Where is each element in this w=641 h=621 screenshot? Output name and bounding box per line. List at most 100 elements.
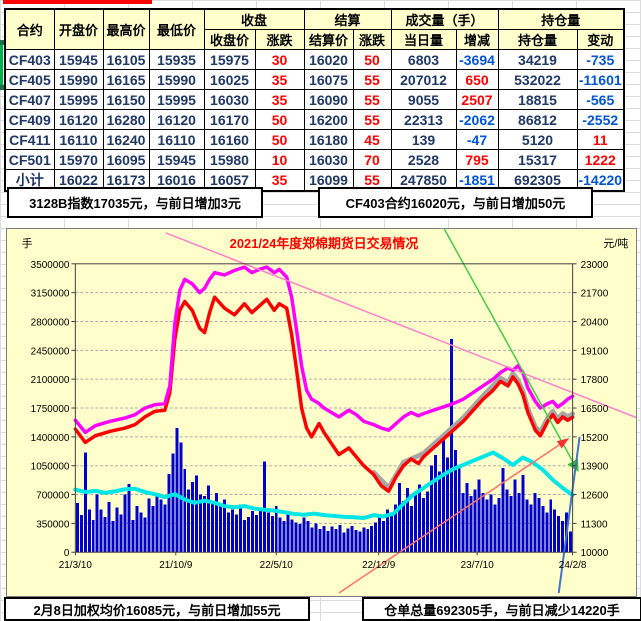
table-cell[interactable]: 650: [455, 69, 499, 90]
table-cell[interactable]: 2528: [390, 149, 457, 170]
table-cell[interactable]: 小计: [4, 169, 55, 192]
callout-index-price[interactable]: 3128B指数17035元，与前日增加3元: [7, 187, 263, 218]
table-cell[interactable]: 15975: [203, 49, 256, 70]
table-cell[interactable]: -14220: [576, 169, 625, 192]
callout-cf403-price[interactable]: CF403合约16020元，与前日增加50元: [318, 187, 593, 218]
table-cell[interactable]: 16160: [203, 129, 256, 150]
col-header-low[interactable]: 最低价: [148, 8, 205, 50]
table-cell[interactable]: 15990: [148, 69, 205, 90]
table-cell[interactable]: 35: [254, 89, 305, 110]
table-cell[interactable]: 16280: [102, 109, 150, 130]
table-cell[interactable]: 55: [352, 89, 392, 110]
col-header-close-chg[interactable]: 涨跌: [254, 29, 305, 50]
svg-text:0: 0: [64, 548, 70, 559]
table-cell[interactable]: 16105: [102, 49, 150, 70]
table-cell[interactable]: 15945: [148, 149, 205, 170]
table-cell[interactable]: 6803: [390, 49, 457, 70]
col-header-high[interactable]: 最高价: [102, 8, 150, 50]
table-cell[interactable]: 15990: [53, 69, 104, 90]
table-cell[interactable]: 50: [352, 49, 392, 70]
table-cell[interactable]: 15935: [148, 49, 205, 70]
table-cell[interactable]: 16110: [148, 129, 205, 150]
table-cell[interactable]: 16030: [303, 149, 354, 170]
table-cell[interactable]: 15980: [203, 149, 256, 170]
table-cell[interactable]: 50: [254, 109, 305, 130]
table-cell[interactable]: CF407: [4, 89, 55, 110]
table-cell[interactable]: 5120: [497, 129, 578, 150]
table-cell[interactable]: 35: [254, 69, 305, 90]
table-cell[interactable]: 16095: [102, 149, 150, 170]
table-cell[interactable]: 16099: [303, 169, 354, 192]
table-cell[interactable]: 16090: [303, 89, 354, 110]
table-cell[interactable]: 16240: [102, 129, 150, 150]
table-cell[interactable]: 15945: [53, 49, 104, 70]
table-cell[interactable]: 16110: [53, 129, 104, 150]
table-cell[interactable]: CF409: [4, 109, 55, 130]
table-cell[interactable]: 16173: [102, 169, 150, 192]
table-cell[interactable]: 16200: [303, 109, 354, 130]
group-header-close[interactable]: 收盘: [203, 8, 305, 30]
callout-warehouse-receipts[interactable]: 仓单总量692305手，与前日减少14220手: [362, 597, 641, 621]
table-cell[interactable]: CF405: [4, 69, 55, 90]
table-cell[interactable]: 22313: [390, 109, 457, 130]
col-header-day-volume[interactable]: 当日量: [390, 29, 457, 50]
table-cell[interactable]: CF501: [4, 149, 55, 170]
table-cell[interactable]: 18815: [497, 89, 578, 110]
table-cell[interactable]: -2062: [455, 109, 499, 130]
table-cell[interactable]: CF403: [4, 49, 55, 70]
table-cell[interactable]: 795: [455, 149, 499, 170]
table-cell[interactable]: 16150: [102, 89, 150, 110]
col-header-vol-chg[interactable]: 增减: [455, 29, 499, 50]
col-header-close-price[interactable]: 收盘价: [203, 29, 256, 50]
table-cell[interactable]: 45: [352, 129, 392, 150]
table-cell[interactable]: 1222: [576, 149, 625, 170]
table-cell[interactable]: -3694: [455, 49, 499, 70]
table-cell[interactable]: -11601: [576, 69, 625, 90]
table-cell[interactable]: 16180: [303, 129, 354, 150]
table-cell[interactable]: -565: [576, 89, 625, 110]
table-cell[interactable]: 16120: [148, 109, 205, 130]
table-cell[interactable]: 16016: [148, 169, 205, 192]
table-cell[interactable]: 34219: [497, 49, 578, 70]
table-cell[interactable]: 15317: [497, 149, 578, 170]
group-header-oi[interactable]: 持仓量: [497, 8, 625, 30]
table-cell[interactable]: 55: [352, 69, 392, 90]
table-cell[interactable]: 16120: [53, 109, 104, 130]
group-header-volume[interactable]: 成交量（手）: [390, 8, 499, 30]
table-cell[interactable]: 15970: [53, 149, 104, 170]
table-cell[interactable]: 86812: [497, 109, 578, 130]
group-header-settle[interactable]: 结算: [303, 8, 392, 30]
col-header-open[interactable]: 开盘价: [53, 8, 104, 50]
table-cell[interactable]: 15995: [148, 89, 205, 110]
table-cell[interactable]: 16020: [303, 49, 354, 70]
table-cell[interactable]: 55: [352, 109, 392, 130]
col-header-settle-chg[interactable]: 涨跌: [352, 29, 392, 50]
table-cell[interactable]: 70: [352, 149, 392, 170]
table-cell[interactable]: CF411: [4, 129, 55, 150]
table-cell[interactable]: 139: [390, 129, 457, 150]
table-cell[interactable]: 16030: [203, 89, 256, 110]
col-header-settle-price[interactable]: 结算价: [303, 29, 354, 50]
table-cell[interactable]: 207012: [390, 69, 457, 90]
table-cell[interactable]: 16170: [203, 109, 256, 130]
callout-weighted-avg[interactable]: 2月8日加权均价16085元，与前日增加55元: [4, 597, 310, 621]
col-header-contract[interactable]: 合约: [4, 8, 55, 50]
table-cell[interactable]: 2507: [455, 89, 499, 110]
table-cell[interactable]: 50: [254, 129, 305, 150]
table-cell[interactable]: -735: [576, 49, 625, 70]
table-cell[interactable]: 16025: [203, 69, 256, 90]
table-cell[interactable]: 15995: [53, 89, 104, 110]
col-header-oi-value[interactable]: 持仓量: [497, 29, 578, 50]
table-cell[interactable]: -47: [455, 129, 499, 150]
table-cell[interactable]: 532022: [497, 69, 578, 90]
table-cell[interactable]: -2552: [576, 109, 625, 130]
table-cell[interactable]: 9055: [390, 89, 457, 110]
table-cell[interactable]: 11: [576, 129, 625, 150]
table-cell[interactable]: 16165: [102, 69, 150, 90]
table-cell[interactable]: 16075: [303, 69, 354, 90]
col-header-oi-chg[interactable]: 变动: [576, 29, 625, 50]
futures-table[interactable]: 合约 开盘价 最高价 最低价 收盘 结算 成交量（手） 持仓量 收盘价 涨跌 结…: [4, 8, 625, 192]
futures-daily-chart[interactable]: 0 10000 350000 11300 700000 12600 1050000 13900…: [6, 228, 637, 597]
table-cell[interactable]: 10: [254, 149, 305, 170]
table-cell[interactable]: 30: [254, 49, 305, 70]
